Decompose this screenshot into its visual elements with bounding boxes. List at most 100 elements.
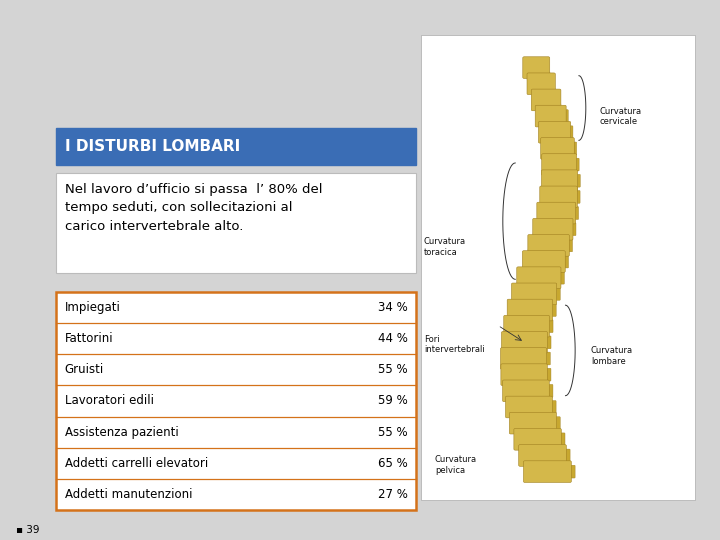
FancyBboxPatch shape (528, 249, 564, 258)
FancyBboxPatch shape (505, 362, 543, 371)
FancyBboxPatch shape (505, 379, 544, 387)
FancyBboxPatch shape (541, 138, 575, 159)
FancyBboxPatch shape (570, 158, 579, 171)
FancyBboxPatch shape (509, 413, 557, 434)
FancyBboxPatch shape (548, 287, 560, 300)
Text: I DISTURBI LOMBARI: I DISTURBI LOMBARI (65, 139, 240, 154)
FancyBboxPatch shape (505, 396, 552, 418)
FancyBboxPatch shape (503, 380, 549, 402)
FancyBboxPatch shape (502, 332, 547, 353)
FancyBboxPatch shape (548, 417, 560, 429)
FancyBboxPatch shape (534, 233, 568, 241)
FancyBboxPatch shape (541, 201, 573, 209)
FancyBboxPatch shape (540, 186, 577, 208)
FancyBboxPatch shape (56, 128, 416, 165)
Text: Curvatura
toracica: Curvatura toracica (424, 237, 466, 256)
FancyBboxPatch shape (521, 443, 559, 451)
FancyBboxPatch shape (531, 89, 561, 111)
FancyBboxPatch shape (501, 364, 547, 386)
FancyBboxPatch shape (56, 173, 416, 273)
FancyBboxPatch shape (544, 185, 575, 193)
FancyBboxPatch shape (562, 239, 572, 252)
FancyBboxPatch shape (508, 395, 546, 403)
FancyBboxPatch shape (557, 255, 569, 268)
FancyBboxPatch shape (541, 320, 553, 333)
FancyBboxPatch shape (541, 384, 553, 397)
Text: 55 %: 55 % (378, 363, 408, 376)
Text: 59 %: 59 % (378, 394, 408, 408)
FancyBboxPatch shape (538, 217, 571, 225)
FancyBboxPatch shape (539, 336, 551, 349)
FancyBboxPatch shape (567, 142, 577, 155)
FancyBboxPatch shape (517, 267, 561, 288)
Text: 55 %: 55 % (378, 426, 408, 438)
FancyBboxPatch shape (513, 298, 552, 306)
Text: Curvatura
cervicale: Curvatura cervicale (599, 107, 642, 126)
Text: ▪ 39: ▪ 39 (16, 524, 40, 535)
Text: Nel lavoro d’ufficio si passa  l’ 80% del
tempo seduti, con sollecitazioni al
ca: Nel lavoro d’ufficio si passa l’ 80% del… (65, 183, 323, 233)
FancyBboxPatch shape (568, 207, 579, 219)
FancyBboxPatch shape (539, 368, 551, 381)
FancyBboxPatch shape (535, 105, 566, 127)
Text: Fattorini: Fattorini (65, 332, 114, 345)
FancyBboxPatch shape (509, 314, 547, 322)
FancyBboxPatch shape (56, 292, 416, 510)
FancyBboxPatch shape (505, 346, 544, 355)
FancyBboxPatch shape (518, 281, 556, 290)
FancyBboxPatch shape (512, 411, 550, 419)
FancyBboxPatch shape (504, 315, 549, 337)
FancyBboxPatch shape (532, 87, 555, 96)
FancyBboxPatch shape (537, 202, 576, 224)
FancyBboxPatch shape (500, 348, 546, 369)
FancyBboxPatch shape (570, 174, 580, 187)
FancyBboxPatch shape (526, 460, 564, 468)
FancyBboxPatch shape (528, 234, 570, 256)
FancyBboxPatch shape (523, 266, 559, 274)
FancyBboxPatch shape (527, 73, 555, 94)
FancyBboxPatch shape (541, 170, 577, 192)
FancyBboxPatch shape (514, 428, 562, 450)
FancyBboxPatch shape (541, 154, 577, 176)
Text: Curvatura
lombare: Curvatura lombare (591, 346, 633, 366)
FancyBboxPatch shape (528, 71, 550, 80)
Text: 65 %: 65 % (378, 457, 408, 470)
FancyBboxPatch shape (544, 401, 556, 414)
Text: 44 %: 44 % (378, 332, 408, 345)
FancyBboxPatch shape (507, 299, 553, 321)
Text: Impiegati: Impiegati (65, 301, 121, 314)
FancyBboxPatch shape (523, 461, 572, 482)
FancyBboxPatch shape (533, 218, 573, 240)
FancyBboxPatch shape (570, 191, 580, 203)
FancyBboxPatch shape (538, 352, 550, 365)
Text: Assistenza pazienti: Assistenza pazienti (65, 426, 179, 438)
FancyBboxPatch shape (544, 303, 556, 316)
Text: 27 %: 27 % (378, 488, 408, 501)
FancyBboxPatch shape (523, 251, 565, 272)
FancyBboxPatch shape (536, 104, 561, 112)
FancyBboxPatch shape (539, 120, 566, 129)
Text: Gruisti: Gruisti (65, 363, 104, 376)
FancyBboxPatch shape (544, 168, 575, 177)
Text: Fori
intervertebrali: Fori intervertebrali (424, 335, 485, 354)
FancyBboxPatch shape (552, 271, 564, 284)
FancyBboxPatch shape (564, 126, 573, 139)
Text: Curvatura
pelvica: Curvatura pelvica (435, 455, 477, 475)
FancyBboxPatch shape (523, 57, 550, 78)
FancyBboxPatch shape (562, 465, 575, 478)
Text: Lavoratori edili: Lavoratori edili (65, 394, 154, 408)
FancyBboxPatch shape (518, 444, 567, 467)
Text: 34 %: 34 % (378, 301, 408, 314)
FancyBboxPatch shape (516, 427, 554, 435)
FancyBboxPatch shape (565, 223, 576, 235)
FancyBboxPatch shape (539, 122, 571, 143)
FancyBboxPatch shape (511, 283, 557, 305)
FancyBboxPatch shape (552, 433, 565, 446)
FancyBboxPatch shape (557, 449, 570, 462)
Text: Addetti manutenzioni: Addetti manutenzioni (65, 488, 192, 501)
FancyBboxPatch shape (421, 35, 695, 500)
FancyBboxPatch shape (544, 152, 572, 161)
FancyBboxPatch shape (542, 136, 570, 145)
FancyBboxPatch shape (559, 110, 568, 123)
FancyBboxPatch shape (506, 330, 545, 339)
Text: Addetti carrelli elevatori: Addetti carrelli elevatori (65, 457, 208, 470)
